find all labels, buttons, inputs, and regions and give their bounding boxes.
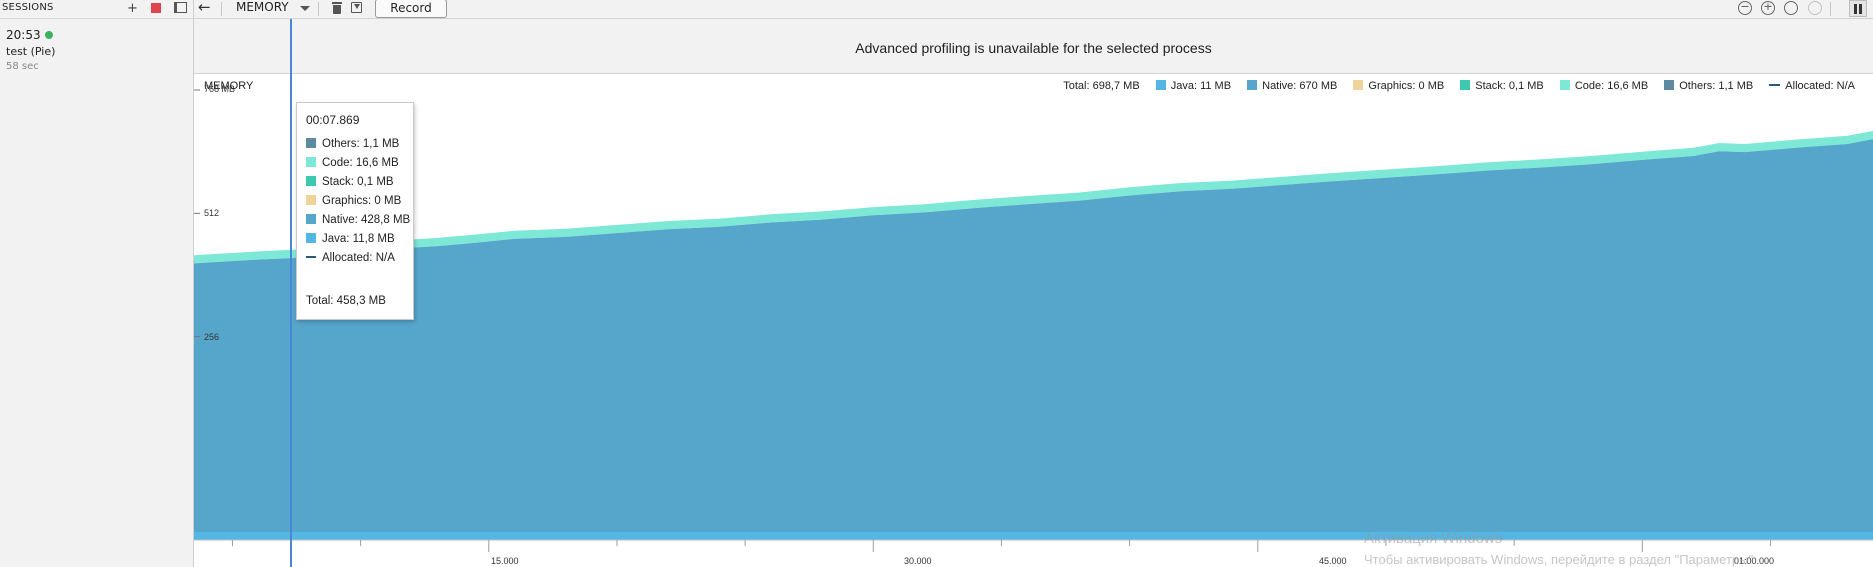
reset-zoom-icon[interactable] bbox=[1784, 1, 1798, 15]
profiling-banner: Advanced profiling is unavailable for th… bbox=[194, 19, 1873, 74]
y-tick-label: 768 MB bbox=[204, 84, 236, 94]
activation-watermark: Активация Windows bbox=[1364, 530, 1503, 547]
x-tick-label: 30.000 bbox=[904, 556, 932, 566]
java-swatch bbox=[1155, 80, 1166, 91]
tooltip-row-java: Java: 11,8 MB bbox=[306, 232, 395, 246]
native-swatch bbox=[1247, 80, 1258, 91]
attach-live-icon[interactable] bbox=[1808, 1, 1822, 15]
live-status-icon bbox=[44, 30, 53, 39]
others-swatch bbox=[1664, 80, 1675, 91]
sessions-header: SESSIONS + bbox=[0, 0, 193, 19]
back-button[interactable]: ← bbox=[198, 0, 211, 16]
toolbar-divider bbox=[221, 2, 222, 16]
session-time: 20:53 bbox=[6, 28, 41, 42]
panel-icon bbox=[174, 2, 187, 13]
sessions-panel: SESSIONS + 20:53 test (Pie) 58 sec bbox=[0, 0, 194, 567]
record-button[interactable]: Record bbox=[375, 0, 447, 18]
chevron-down-icon[interactable] bbox=[300, 6, 310, 11]
tooltip-row-allocated: Allocated: N/A bbox=[306, 251, 395, 265]
data-tooltip: 00:07.869 Others: 1,1 MB Code: 16,6 MB S… bbox=[296, 102, 414, 320]
tooltip-row-native: Native: 428,8 MB bbox=[306, 213, 410, 227]
delete-button[interactable] bbox=[330, 1, 344, 15]
code-area bbox=[194, 131, 1873, 264]
legend-allocated: Allocated: N/A bbox=[1769, 80, 1855, 92]
tooltip-row-graphics: Graphics: 0 MB bbox=[306, 194, 401, 208]
profiler-toolbar: ← MEMORY Record − + bbox=[194, 0, 1873, 19]
chart-title: MEMORY bbox=[204, 80, 254, 92]
legend-total: Total: 698,7 MB bbox=[1063, 80, 1140, 92]
x-tick-label: 45.000 bbox=[1319, 556, 1347, 566]
session-duration: 58 sec bbox=[6, 61, 39, 72]
tooltip-row-code: Code: 16,6 MB bbox=[306, 156, 399, 170]
y-tick-label: 512 bbox=[204, 208, 220, 218]
legend-stack: Stack: 0,1 MB bbox=[1460, 80, 1544, 92]
session-item[interactable]: 20:53 test (Pie) 58 sec bbox=[6, 28, 55, 72]
stop-icon bbox=[150, 2, 161, 13]
legend-others: Others: 1,1 MB bbox=[1664, 80, 1753, 92]
graphics-swatch bbox=[1353, 80, 1364, 91]
legend-code: Code: 16,6 MB bbox=[1559, 80, 1648, 92]
chart-legend: Total: 698,7 MB Java: 11 MB Native: 670 … bbox=[1050, 80, 1855, 92]
activation-watermark-subtitle: Чтобы активировать Windows, перейдите в … bbox=[1364, 552, 1757, 567]
tooltip-total: Total: 458,3 MB bbox=[306, 295, 386, 307]
y-tick-label: 256 bbox=[204, 332, 220, 342]
legend-graphics: Graphics: 0 MB bbox=[1353, 80, 1444, 92]
tooltip-row-others: Others: 1,1 MB bbox=[306, 137, 399, 151]
toolbar-divider bbox=[1830, 2, 1831, 16]
java-area bbox=[194, 532, 1873, 540]
tooltip-row-stack: Stack: 0,1 MB bbox=[306, 175, 394, 189]
pause-button[interactable] bbox=[1849, 0, 1867, 17]
stop-session-button[interactable] bbox=[147, 0, 164, 17]
x-tick-label: 15.000 bbox=[491, 556, 519, 566]
sessions-title: SESSIONS bbox=[2, 2, 54, 13]
stack-swatch bbox=[1460, 80, 1471, 91]
legend-native: Native: 670 MB bbox=[1247, 80, 1337, 92]
timeline-cursor[interactable] bbox=[290, 19, 292, 567]
code-swatch bbox=[1559, 80, 1570, 91]
x-tick-label: 01:00.000 bbox=[1734, 556, 1775, 566]
zoom-out-icon[interactable]: − bbox=[1738, 1, 1752, 15]
export-button[interactable] bbox=[351, 2, 362, 13]
banner-message: Advanced profiling is unavailable for th… bbox=[855, 40, 1212, 56]
memory-chart-svg bbox=[194, 89, 1873, 552]
session-name: test (Pie) bbox=[6, 45, 56, 58]
native-area bbox=[194, 139, 1873, 532]
toolbar-divider bbox=[318, 2, 319, 16]
tooltip-time: 00:07.869 bbox=[306, 113, 360, 127]
legend-java: Java: 11 MB bbox=[1155, 80, 1231, 92]
toggle-panel-button[interactable] bbox=[172, 0, 189, 17]
memory-chart[interactable]: MEMORY Total: 698,7 MB Java: 11 MB Nativ… bbox=[194, 19, 1873, 567]
add-session-button[interactable]: + bbox=[127, 1, 138, 16]
allocated-swatch bbox=[1769, 84, 1781, 87]
profiler-select[interactable]: MEMORY bbox=[236, 0, 289, 14]
zoom-in-icon[interactable]: + bbox=[1761, 1, 1775, 15]
